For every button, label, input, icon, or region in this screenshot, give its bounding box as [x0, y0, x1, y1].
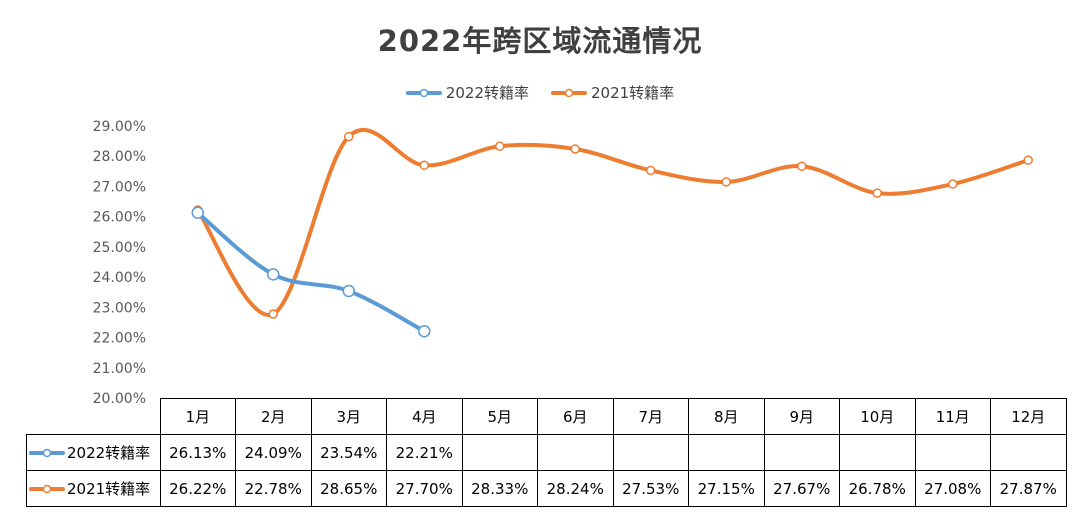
table-row-2021: 2021转籍率 26.22% 22.78% 28.65% 27.70% 28.33% 28… [26, 470, 1067, 507]
data-point-2021转籍率 [268, 309, 278, 319]
data-label: 28.24% [537, 470, 614, 507]
data-point-2022转籍率 [342, 284, 355, 298]
category-label: 12月 [990, 398, 1067, 435]
data-label: 27.67% [763, 470, 840, 507]
y-tick-label: 24.00% [93, 270, 146, 286]
category-label: 2月 [235, 398, 312, 435]
row-head-2022: 2022转籍率 [26, 434, 161, 471]
table-row-2022: 2022转籍率 26.13% 24.09% 23.54% 22.21% [26, 434, 1067, 471]
data-point-2021转籍率 [721, 177, 731, 187]
data-point-2021转籍率 [1023, 155, 1033, 165]
data-label: 27.70% [386, 470, 463, 507]
data-point-2022转籍率 [191, 206, 204, 219]
legend-marker-2021 [551, 88, 587, 97]
data-point-2021转籍率 [646, 165, 656, 176]
data-label [537, 434, 614, 471]
category-label: 3月 [310, 398, 387, 435]
data-label [688, 434, 765, 471]
data-table: 1月 2月 3月 4月 5月 6月 7月 8月 9月 10月 11月 12月 2022转籍率 26.1… [26, 398, 1067, 507]
row-head-2021: 2021转籍率 [26, 470, 161, 507]
y-tick-label: 22.00% [93, 331, 146, 347]
row-marker-2022 [29, 448, 65, 457]
data-point-2021转籍率 [419, 160, 429, 171]
category-label: 1月 [159, 398, 236, 435]
data-point-2022转籍率 [267, 268, 280, 281]
y-tick-label: 25.00% [93, 240, 146, 256]
category-label: 11月 [914, 398, 991, 435]
y-tick-label: 21.00% [93, 361, 146, 377]
table-corner-cell [26, 398, 161, 435]
row-label-2021: 2021转籍率 [67, 480, 151, 498]
data-label: 27.87% [990, 470, 1067, 507]
data-label [914, 434, 991, 471]
data-label: 24.09% [235, 434, 312, 471]
data-label: 27.53% [612, 470, 689, 507]
data-point-2021转籍率 [495, 141, 505, 151]
y-tick-label: 29.00% [93, 119, 146, 135]
category-label: 5月 [461, 398, 538, 435]
legend-marker-2022 [405, 88, 442, 97]
data-label: 28.65% [310, 470, 387, 507]
chart-title: 2022年跨区域流通情况 [377, 24, 703, 58]
data-point-2021转籍率 [344, 131, 354, 142]
category-label: 6月 [537, 398, 614, 435]
data-label: 27.08% [914, 470, 991, 507]
y-tick-label: 23.00% [93, 300, 146, 316]
data-label: 26.13% [159, 434, 236, 471]
data-label: 26.22% [159, 470, 236, 507]
legend: 2022转籍率 2021转籍率 [0, 82, 1080, 103]
data-label [839, 434, 916, 471]
data-point-2021转籍率 [797, 161, 807, 171]
data-label [461, 434, 538, 471]
legend-item-2021: 2021转籍率 [551, 82, 674, 103]
data-label: 22.78% [235, 470, 312, 507]
data-label: 23.54% [310, 434, 387, 471]
data-label [612, 434, 689, 471]
data-label: 22.21% [386, 434, 463, 471]
y-tick-label: 27.00% [93, 179, 146, 195]
data-label [763, 434, 840, 471]
table-header-row: 1月 2月 3月 4月 5月 6月 7月 8月 9月 10月 11月 12月 [26, 398, 1067, 435]
data-label: 26.78% [839, 470, 916, 507]
data-label [990, 434, 1067, 471]
category-label: 4月 [386, 398, 463, 435]
category-label: 9月 [763, 398, 840, 435]
category-label: 7月 [612, 398, 689, 435]
category-label: 8月 [688, 398, 765, 435]
legend-label-2021: 2021转籍率 [591, 84, 675, 102]
data-point-2021转籍率 [948, 179, 958, 189]
row-label-2022: 2022转籍率 [67, 444, 151, 462]
category-label: 10月 [839, 398, 916, 435]
data-point-2021转籍率 [872, 188, 882, 198]
y-tick-label: 26.00% [93, 210, 146, 226]
data-label: 28.33% [461, 470, 538, 507]
data-point-2021转籍率 [570, 144, 580, 154]
legend-label-2022: 2022转籍率 [445, 84, 529, 102]
legend-item-2022: 2022转籍率 [405, 82, 529, 103]
data-point-2022转籍率 [418, 324, 431, 338]
y-tick-label: 28.00% [93, 149, 146, 165]
data-label: 27.15% [688, 470, 765, 507]
series-line-2022转籍率 [195, 210, 427, 334]
row-marker-2021 [29, 484, 65, 493]
